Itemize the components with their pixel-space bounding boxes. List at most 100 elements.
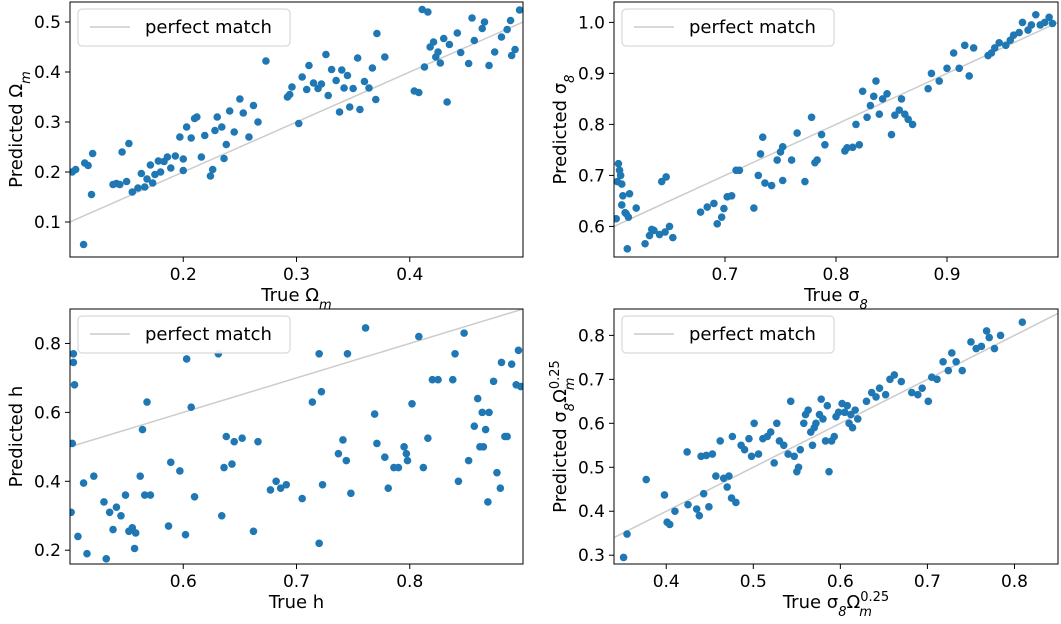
data-point (70, 381, 79, 389)
data-point (384, 484, 393, 492)
data-point (206, 172, 215, 180)
data-point (511, 45, 519, 54)
data-point (497, 358, 506, 367)
data-point (918, 384, 926, 392)
x-tick-label: 0.3 (283, 265, 310, 285)
data-point (343, 349, 352, 358)
data-point (335, 108, 344, 116)
data-point (952, 357, 960, 366)
data-point (813, 156, 821, 164)
data-point (146, 491, 155, 499)
data-point (779, 441, 788, 450)
data-point (179, 166, 188, 175)
data-point (661, 228, 669, 236)
data-point (262, 57, 270, 65)
y-tick-label: 1.0 (578, 13, 605, 33)
data-point (897, 95, 906, 103)
data-point (944, 366, 953, 375)
data-point (747, 452, 756, 461)
legend-box (77, 315, 291, 354)
data-point (418, 5, 427, 14)
x-tick-label: 0.8 (822, 265, 849, 285)
data-point (834, 408, 843, 417)
x-axis-label: True h (268, 592, 324, 613)
data-point (408, 399, 416, 408)
data-point (869, 92, 878, 101)
data-point (439, 34, 448, 43)
y-axis-label-subscript: m (19, 71, 34, 84)
data-point (821, 437, 830, 445)
data-point (100, 498, 108, 506)
data-point (429, 38, 438, 46)
y-tick-label: 0.6 (34, 403, 61, 423)
data-point (790, 452, 799, 461)
data-point (773, 419, 781, 428)
data-point (699, 489, 708, 498)
y-axis-label-superscript: 0.25 (548, 360, 563, 389)
legend-label: perfect match (689, 324, 816, 345)
data-point (735, 166, 744, 175)
x-tick-label: 0.8 (396, 572, 423, 592)
data-point (137, 169, 146, 178)
data-point (266, 486, 275, 494)
x-axis-label-subscript: 8 (860, 298, 868, 313)
data-point (977, 342, 986, 351)
data-point (890, 371, 899, 379)
data-point (484, 498, 492, 506)
data-point (117, 511, 125, 520)
data-point (356, 105, 364, 114)
x-axis-label-subscript: 8 (838, 605, 846, 620)
data-points (70, 5, 523, 249)
data-point (955, 64, 964, 73)
x-tick-label: 0.4 (653, 572, 680, 592)
data-point (373, 439, 381, 448)
data-point (808, 441, 817, 450)
data-point (381, 453, 389, 461)
data-point (907, 388, 916, 397)
data-point (727, 192, 736, 200)
data-point (371, 95, 380, 104)
data-point (424, 8, 432, 16)
data-point (143, 398, 151, 406)
data-point (924, 84, 932, 93)
data-point (766, 428, 775, 436)
data-point (239, 109, 248, 117)
data-point (480, 18, 489, 26)
data-point (817, 395, 825, 403)
data-point (317, 80, 326, 88)
data-point (895, 106, 904, 114)
data-points (619, 318, 1027, 562)
x-axis-label-text: True h (268, 592, 324, 613)
data-point (272, 477, 280, 486)
data-point (710, 199, 718, 208)
data-point (146, 161, 155, 169)
data-point (298, 494, 306, 503)
x-tick-label: 0.8 (1001, 572, 1028, 592)
data-point (516, 382, 523, 391)
legend-box (77, 8, 291, 47)
data-point (641, 239, 649, 248)
data-point (187, 134, 195, 142)
x-tick-label: 0.2 (170, 265, 197, 285)
data-point (503, 25, 511, 34)
data-point (436, 59, 445, 67)
y-axis-label-text: Predicted Ω (6, 84, 27, 188)
y-tick-label: 0.2 (34, 163, 61, 183)
data-point (140, 491, 149, 499)
data-point (939, 357, 947, 366)
data-point (148, 179, 157, 187)
data-point (858, 87, 867, 96)
perfect-match-line (614, 21, 1058, 228)
data-point (851, 406, 859, 414)
data-point (485, 61, 493, 70)
data-point (298, 73, 306, 81)
data-point (662, 173, 670, 181)
data-point (249, 101, 258, 110)
x-tick-label: 0.4 (396, 265, 423, 285)
y-axis-label: Predicted σ8 (550, 75, 578, 185)
data-point (394, 463, 403, 472)
data-point (193, 113, 201, 121)
